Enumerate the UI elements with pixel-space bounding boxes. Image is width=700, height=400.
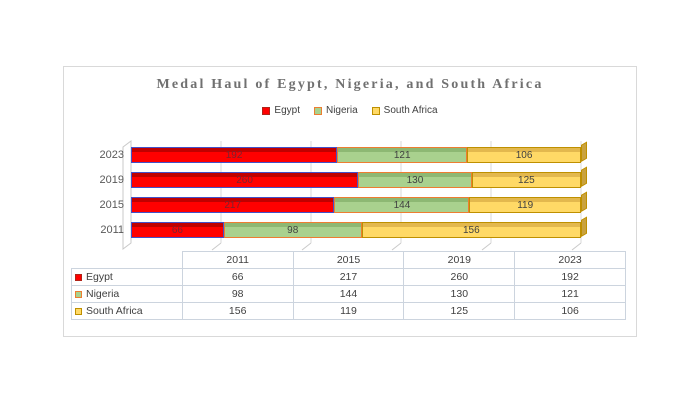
legend-item-south-africa: South Africa	[371, 105, 438, 116]
stacked-bar: 260 130 125	[131, 166, 587, 188]
table-value-cell: 260	[403, 268, 516, 286]
chart-container: Medal Haul of Egypt, Nigeria, and South …	[63, 66, 637, 337]
axis-wall	[122, 140, 132, 250]
bar-segment-south-africa: 106	[467, 147, 581, 163]
legend-swatch-nigeria-icon	[313, 106, 322, 115]
chart-title: Medal Haul of Egypt, Nigeria, and South …	[156, 77, 544, 92]
legend-item-nigeria: Nigeria	[313, 105, 358, 116]
bar-row-2011: 2011 66 98 156	[100, 216, 587, 238]
table-swatch-nigeria-icon	[75, 290, 82, 298]
data-table-body: 2011 2015 2019 2023 Egypt 66 217 260 192 Nigeria 9…	[71, 251, 626, 320]
bar-3d-endcap	[581, 166, 587, 187]
bar-segment-value: 192	[225, 150, 243, 161]
bar-3d-endcap	[581, 141, 587, 162]
data-table: 2011 2015 2019 2023 Egypt 66 217 260 192 Nigeria 9…	[71, 251, 626, 320]
bar-segment-value: 217	[224, 200, 242, 211]
table-header-cell: 2015	[292, 251, 405, 269]
table-corner-cell	[72, 252, 183, 269]
legend-label: Egypt	[274, 105, 300, 116]
bar-segment-value: 98	[287, 225, 299, 236]
bar-segment-value: 156	[462, 225, 480, 236]
table-value-cell: 156	[181, 302, 294, 320]
table-value-cell: 192	[514, 268, 626, 286]
legend-label: Nigeria	[325, 105, 358, 116]
table-value-cell: 66	[181, 268, 294, 286]
bar-segment-nigeria: 144	[334, 197, 470, 213]
table-swatch-egypt-icon	[75, 273, 82, 281]
bar-segment-value: 144	[393, 200, 411, 211]
axis-year-label: 2011	[100, 224, 124, 236]
stacked-bar: 192 121 106	[131, 141, 587, 163]
axis-year-label: 2023	[99, 149, 124, 161]
bar-row-2015: 2015 217 144 119	[100, 191, 587, 213]
bar-segment-value: 260	[236, 175, 253, 186]
table-value-cell: 98	[181, 285, 294, 303]
row-label-text: Egypt	[86, 271, 113, 283]
bar-3d-endcap	[581, 216, 587, 237]
bar-segment-egypt: 66	[131, 222, 224, 238]
table-value-cell: 217	[292, 268, 405, 286]
bar-3d-endcap	[581, 191, 587, 212]
bar-segment-south-africa: 125	[471, 172, 581, 188]
axis-year-label: 2015	[99, 199, 124, 211]
table-value-cell: 125	[403, 302, 516, 320]
plot-area: 2023 192 121 106 2019 260 130 125 2015 217 144 119 2…	[100, 141, 587, 242]
table-swatch-south-africa-icon	[75, 307, 82, 315]
table-header-cell: 2011	[181, 251, 294, 269]
legend-swatch-egypt-icon	[262, 106, 271, 115]
legend-swatch-south-africa-icon	[371, 106, 380, 115]
bar-segment-value: 121	[393, 150, 411, 161]
bar-row-2019: 2019 260 130 125	[100, 166, 587, 188]
table-value-cell: 106	[514, 302, 626, 320]
bar-segment-value: 66	[171, 225, 183, 236]
table-header-cell: 2019	[403, 251, 516, 269]
bar-segment-egypt: 217	[131, 197, 335, 213]
bar-segment-value: 106	[515, 150, 533, 161]
bar-segment-value: 130	[406, 175, 424, 186]
bar-segment-egypt: 260	[131, 172, 359, 188]
bar-segment-egypt: 192	[131, 147, 338, 163]
table-row-nigeria: Nigeria 98 144 130 121	[71, 285, 626, 303]
bar-segment-south-africa: 156	[361, 222, 581, 238]
bar-segment-nigeria: 121	[337, 147, 468, 163]
bar-row-2023: 2023 192 121 106	[100, 141, 587, 163]
bar-segment-value: 119	[517, 200, 534, 211]
row-label-text: Nigeria	[86, 288, 120, 300]
table-value-cell: 119	[292, 302, 405, 320]
bar-segment-nigeria: 130	[358, 172, 472, 188]
table-row-egypt: Egypt 66 217 260 192	[71, 268, 626, 286]
row-label-cell: Nigeria	[71, 285, 183, 303]
stacked-bar: 217 144 119	[131, 191, 587, 213]
row-label-text: South Africa	[86, 305, 143, 317]
table-value-cell: 121	[514, 285, 626, 303]
table-row-south-africa: South Africa 156 119 125 106	[71, 302, 626, 320]
chart-legend: Egypt Nigeria South Africa	[64, 105, 636, 116]
row-label-cell: Egypt	[71, 268, 183, 286]
floor-ticks	[211, 242, 582, 251]
table-header-cell: 2023	[514, 251, 626, 269]
table-value-cell: 130	[403, 285, 516, 303]
axis-year-label: 2019	[99, 174, 124, 186]
legend-label: South Africa	[383, 105, 438, 116]
bar-segment-value: 125	[518, 175, 535, 186]
table-value-cell: 144	[292, 285, 405, 303]
legend-item-egypt: Egypt	[262, 105, 300, 116]
bar-segment-south-africa: 119	[469, 197, 581, 213]
table-header-row: 2011 2015 2019 2023	[72, 251, 626, 269]
bar-segment-nigeria: 98	[223, 222, 362, 238]
stacked-bar: 66 98 156	[131, 216, 587, 238]
row-label-cell: South Africa	[71, 302, 183, 320]
